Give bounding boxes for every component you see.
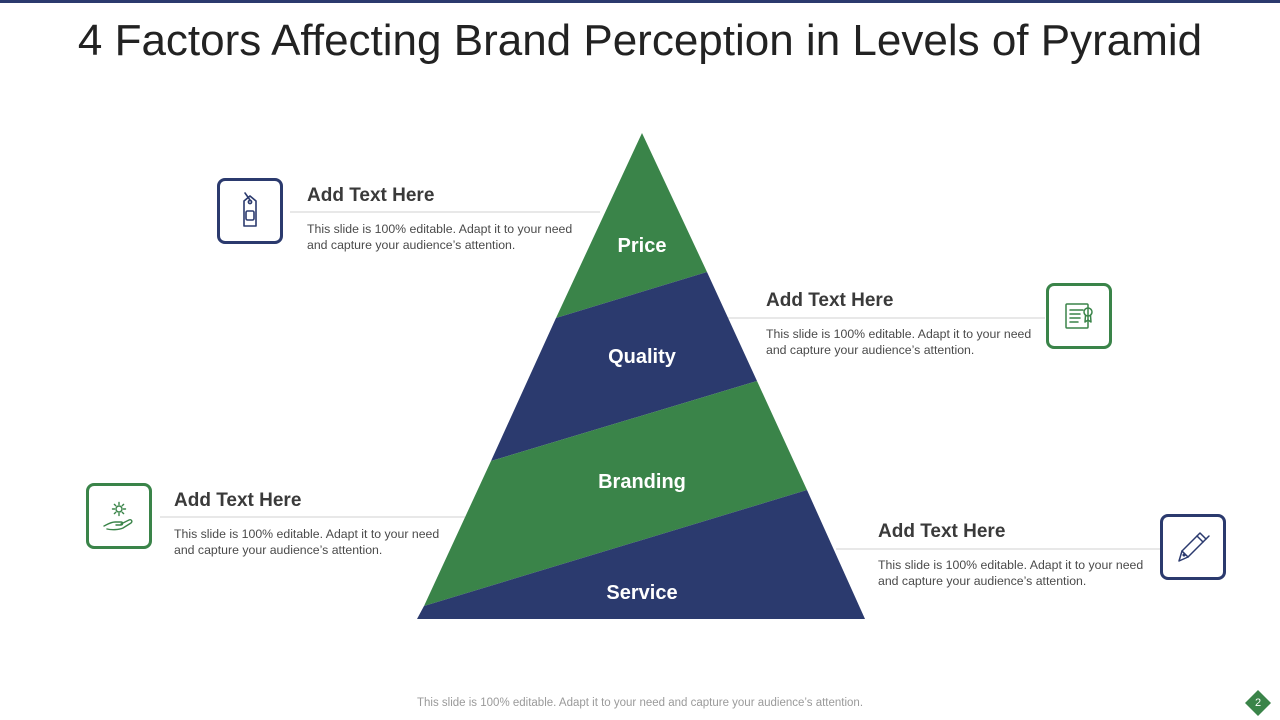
callout-text: This slide is 100% editable. Adapt it to… — [174, 527, 440, 557]
top-accent-bar — [0, 0, 1280, 3]
slide-title: 4 Factors Affecting Brand Perception in … — [77, 16, 1203, 65]
callout-service: Add Text Here This slide is 100% editabl… — [878, 521, 1148, 589]
callout-branding: Add Text Here This slide is 100% editabl… — [174, 490, 444, 558]
callout-heading: Add Text Here — [878, 521, 1006, 542]
callout-text: This slide is 100% editable. Adapt it to… — [766, 327, 1032, 357]
icon-box-quality — [1046, 283, 1112, 349]
pyramid-level-price — [556, 133, 707, 318]
hand-gear-icon — [103, 501, 133, 531]
icon-box-price — [217, 178, 283, 244]
callout-heading: Add Text Here — [766, 290, 894, 311]
page-number-diamond — [1245, 690, 1271, 716]
callout-heading: Add Text Here — [174, 490, 302, 511]
icon-box-service — [1160, 514, 1226, 580]
callout-text: This slide is 100% editable. Adapt it to… — [307, 222, 573, 252]
page-number: 2 — [1254, 697, 1262, 709]
certificate-icon — [1065, 303, 1093, 329]
page-number-badge — [1245, 690, 1271, 716]
callout-text: This slide is 100% editable. Adapt it to… — [878, 558, 1144, 588]
pyramid-level-quality — [491, 272, 757, 461]
pyramid-level-branding — [424, 381, 807, 606]
price-tag-icon — [243, 192, 257, 227]
pyramid-label-quality: Quality — [608, 346, 677, 368]
callout-quality: Add Text Here This slide is 100% editabl… — [766, 290, 1036, 358]
callout-price: Add Text Here This slide is 100% editabl… — [307, 185, 577, 253]
pyramid-label-price: Price — [618, 235, 667, 257]
pyramid-label-branding: Branding — [598, 471, 686, 493]
callout-heading: Add Text Here — [307, 185, 435, 206]
pen-icon — [1178, 532, 1210, 562]
footer-note: This slide is 100% editable. Adapt it to… — [416, 697, 864, 709]
pyramid-level-service — [417, 490, 865, 619]
pyramid-label-service: Service — [606, 582, 677, 604]
icon-box-branding — [86, 483, 152, 549]
